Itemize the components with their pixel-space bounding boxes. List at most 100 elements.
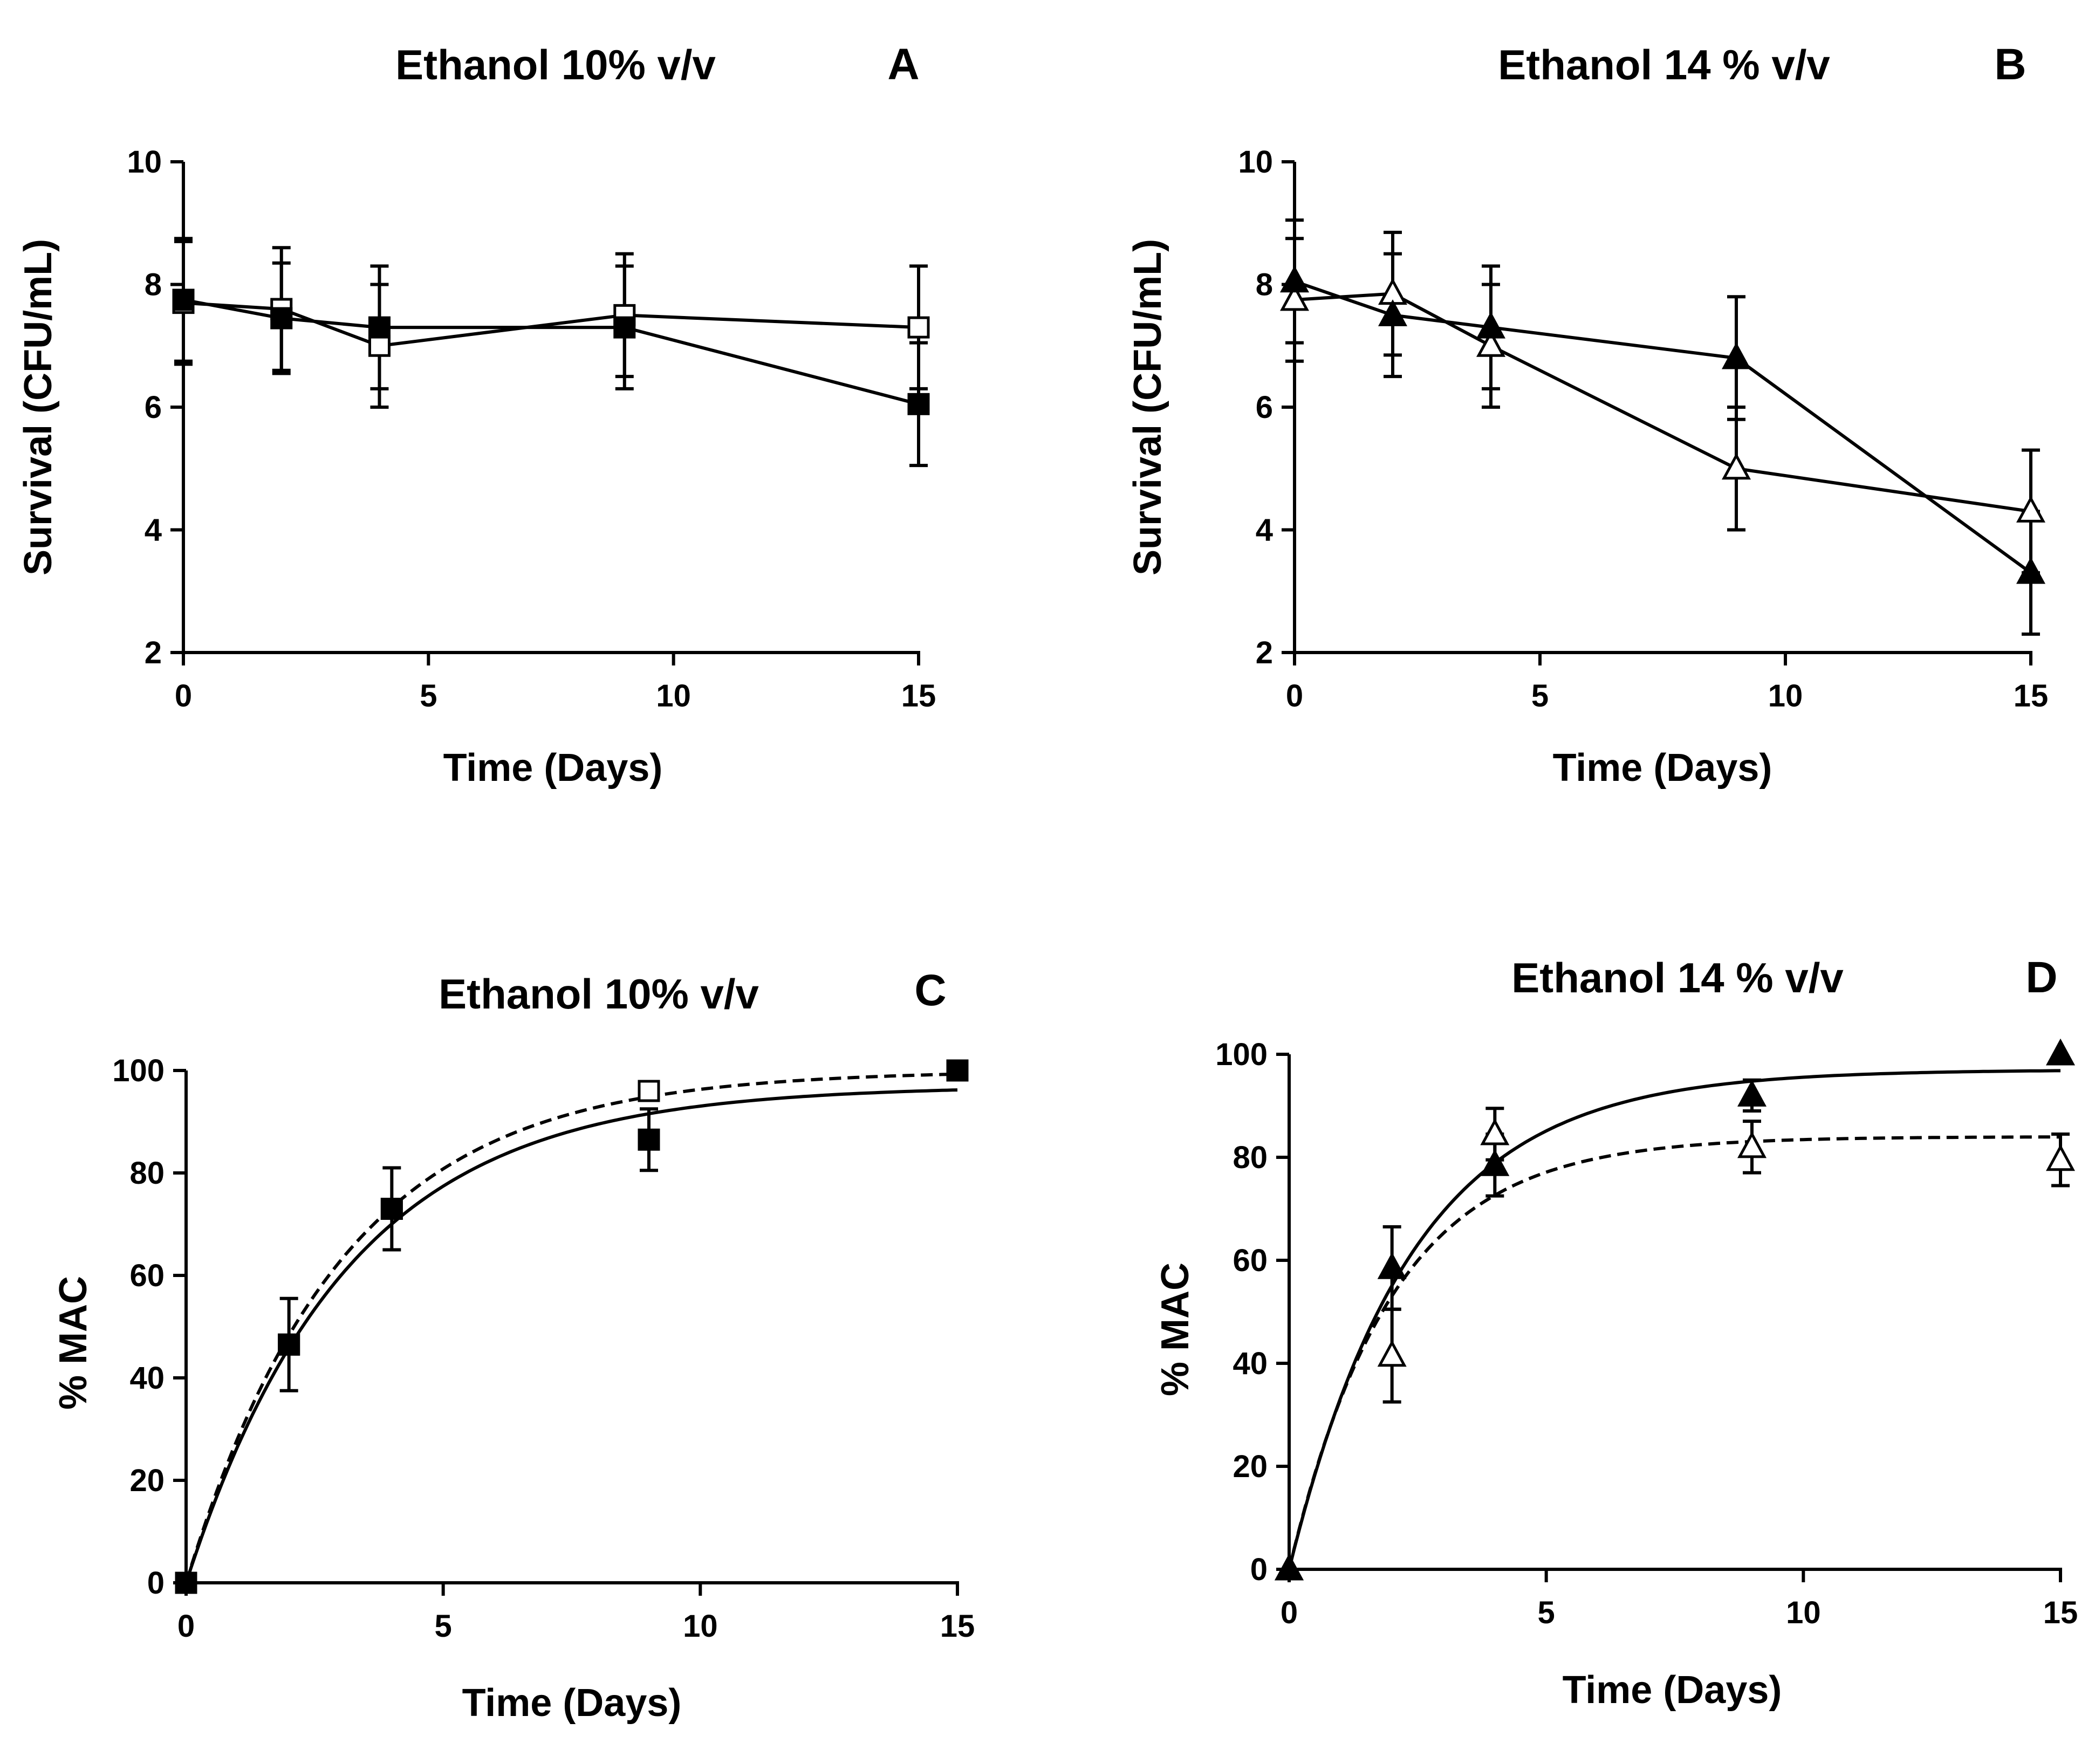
panel-b-data-point — [2016, 557, 2046, 584]
panel-d-fit-curve — [1288, 1069, 2060, 1570]
panel-b-x-tick-label: 15 — [2014, 678, 2049, 713]
panel-a-x-axis-label: Time (Days) — [443, 746, 663, 790]
panel-a-series-line — [183, 298, 919, 406]
panel-d-x-tick-label: 10 — [1786, 1595, 1821, 1630]
panel-b-y-tick-label: 2 — [1256, 635, 1273, 670]
panel-a: Ethanol 10% v/v A Time (Days) Survival (… — [17, 40, 936, 790]
panel-d-data-point — [1737, 1131, 1767, 1158]
panel-c-data-point — [175, 1571, 197, 1594]
panel-c-x-tick-label: 5 — [435, 1609, 452, 1644]
panel-d-y-tick-label: 60 — [1233, 1243, 1268, 1278]
panel-d-y-tick-label: 80 — [1233, 1140, 1268, 1175]
panel-c-x-tick-label: 0 — [177, 1609, 195, 1644]
panel-c-data-point — [946, 1059, 969, 1082]
panel-d-y-tick-label: 100 — [1215, 1037, 1268, 1072]
panel-c-fit-curve — [184, 1088, 958, 1583]
panel-b-y-axis-label: Survival (CFU/mL) — [1126, 239, 1169, 575]
panel-a-x-tick-label: 15 — [901, 678, 936, 713]
panel-c-data-point — [380, 1198, 403, 1220]
panel-c-plot: 0 20 40 60 80 100 0 5 10 15 — [112, 1053, 975, 1644]
panel-b-series-line — [1294, 292, 2031, 513]
panel-d-y-tick-label: 20 — [1233, 1449, 1268, 1484]
panel-d-x-tick-label: 15 — [2043, 1595, 2078, 1630]
panel-d-title: Ethanol 14 % v/v — [1511, 954, 1844, 1001]
panel-a-y-tick-label: 4 — [145, 513, 162, 548]
panel-a-series-line — [183, 301, 919, 348]
panel-d-data-point — [1480, 1118, 1510, 1145]
panel-d-plot: 0 20 40 60 80 100 0 5 10 15 — [1215, 1037, 2078, 1630]
panel-a-data-point — [907, 393, 930, 415]
panel-a-x-tick-label: 10 — [656, 678, 691, 713]
panel-b-title: Ethanol 14 % v/v — [1498, 41, 1830, 88]
panel-b-plot: 2 4 6 8 10 0 5 10 15 — [1238, 145, 2048, 713]
panel-b-y-tick-label: 4 — [1256, 513, 1273, 548]
panel-c-data-point — [638, 1080, 660, 1102]
panel-a-data-point — [172, 289, 195, 311]
panel-a-data-point — [613, 316, 636, 339]
panel-d-x-axis-label: Time (Days) — [1563, 1669, 1782, 1712]
panel-b-data-point — [1279, 265, 1310, 293]
panel-a-x-tick-label: 0 — [175, 678, 192, 713]
panel-c-y-tick-label: 60 — [129, 1258, 165, 1293]
panel-d-data-point — [1480, 1149, 1510, 1176]
panel-c-x-tick-label: 10 — [683, 1609, 718, 1644]
panel-d: Ethanol 14 % v/v D Time (Days) % MAC 0 20… — [1154, 953, 2078, 1712]
panel-c-letter: C — [914, 966, 946, 1015]
panel-a-title: Ethanol 10% v/v — [395, 41, 716, 88]
panel-b-data-point — [1721, 342, 1751, 369]
panel-b-letter: B — [1994, 40, 2026, 89]
panel-d-x-tick-label: 0 — [1281, 1595, 1298, 1630]
panel-b-x-tick-label: 10 — [1768, 678, 1803, 713]
panel-b-y-tick-label: 8 — [1256, 267, 1273, 303]
panel-c: Ethanol 10% v/v C Time (Days) % MAC 0 20 4… — [52, 966, 975, 1725]
panel-a-y-tick-label: 6 — [145, 390, 162, 425]
panel-d-x-tick-label: 5 — [1538, 1595, 1555, 1630]
panel-d-fit-curve — [1288, 1135, 2061, 1570]
panel-a-data-point — [368, 334, 391, 357]
panel-b-data-point — [1279, 284, 1310, 311]
panel-a-x-tick-label: 5 — [420, 678, 437, 713]
panel-b-data-point — [2016, 496, 2046, 523]
panel-b-data-point — [1476, 330, 1506, 357]
panel-c-y-tick-label: 80 — [129, 1156, 165, 1191]
panel-c-y-tick-label: 0 — [147, 1566, 165, 1601]
panel-b-y-tick-label: 10 — [1238, 145, 1273, 180]
panel-d-y-tick-label: 0 — [1250, 1552, 1268, 1587]
panel-b-data-point — [1378, 299, 1408, 326]
panel-c-data-point — [278, 1333, 300, 1356]
panel-a-data-point — [368, 316, 391, 339]
panel-c-data-point — [638, 1128, 660, 1151]
panel-c-y-axis-label: % MAC — [52, 1276, 95, 1410]
panel-b-data-point — [1721, 452, 1751, 480]
panel-b: Ethanol 14 % v/v B Time (Days) Survival … — [1126, 40, 2048, 790]
panel-c-y-tick-label: 100 — [112, 1053, 165, 1088]
panel-b-x-tick-label: 5 — [1531, 678, 1549, 713]
panel-c-x-tick-label: 15 — [940, 1609, 975, 1644]
panel-d-y-axis-label: % MAC — [1154, 1262, 1197, 1396]
panel-a-y-tick-label: 2 — [145, 635, 162, 670]
panel-a-y-axis-label: Survival (CFU/mL) — [17, 239, 60, 575]
panel-d-data-point — [2045, 1144, 2076, 1171]
panel-a-data-point — [270, 307, 293, 330]
panel-d-data-point — [1737, 1080, 1767, 1107]
panel-d-data-point — [1377, 1252, 1407, 1279]
panel-c-x-axis-label: Time (Days) — [462, 1681, 682, 1725]
panel-c-y-tick-label: 20 — [129, 1463, 165, 1498]
panel-b-x-axis-label: Time (Days) — [1553, 746, 1772, 790]
panel-c-y-tick-label: 40 — [129, 1361, 165, 1396]
panel-a-y-tick-label: 10 — [127, 145, 162, 180]
panel-c-fit-curve — [184, 1072, 958, 1583]
panel-d-data-point — [1274, 1553, 1304, 1581]
panel-b-x-tick-label: 0 — [1286, 678, 1303, 713]
panel-b-y-tick-label: 6 — [1256, 390, 1273, 425]
panel-d-data-point — [2045, 1038, 2076, 1066]
panel-d-data-point — [1377, 1340, 1407, 1367]
panel-c-title: Ethanol 10% v/v — [439, 970, 759, 1018]
panel-d-y-tick-label: 40 — [1233, 1346, 1268, 1381]
panel-a-plot: 2 4 6 8 10 0 5 10 15 — [127, 145, 936, 713]
panel-a-y-tick-label: 8 — [145, 267, 162, 303]
panel-a-data-point — [907, 316, 930, 339]
panel-d-letter: D — [2025, 953, 2057, 1002]
panel-a-letter: A — [887, 40, 919, 89]
